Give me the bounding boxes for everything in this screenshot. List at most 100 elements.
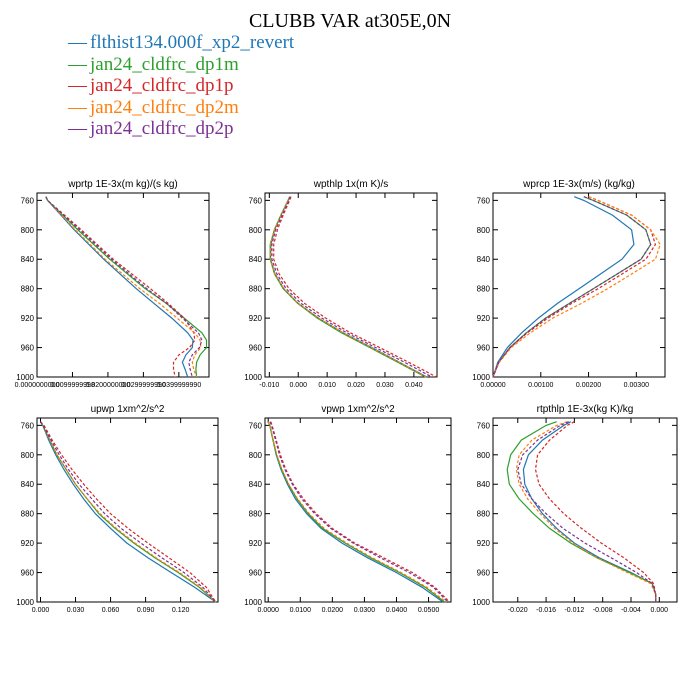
x-tick-label: 0.000 xyxy=(32,607,50,614)
y-tick-label: 880 xyxy=(249,285,263,294)
y-tick-label: 840 xyxy=(477,480,491,489)
legend-label: jan24_cldfrc_dp1p xyxy=(90,75,234,96)
plot-frame xyxy=(492,417,678,603)
y-tick-label: 840 xyxy=(249,255,263,264)
series-line xyxy=(269,196,427,378)
x-tick-label: -0.020 xyxy=(508,607,528,614)
y-tick-label: 920 xyxy=(249,539,263,548)
y-tick-label: 1000 xyxy=(16,373,34,382)
x-tick-label: 0.0000000000 xyxy=(15,382,60,389)
chart-panel: wprtp 1E-3x(m kg)/(s kg) 760 800 840 880 920 9… xyxy=(15,179,210,389)
y-tick-label: 920 xyxy=(21,539,35,548)
x-tick-label: 0.00200 xyxy=(576,382,601,389)
x-tick-label: 0.0200000000 xyxy=(86,382,131,389)
x-tick-label: 0.0399999990 xyxy=(156,382,201,389)
y-tick-label: 920 xyxy=(477,314,491,323)
y-tick-label: 760 xyxy=(21,196,35,205)
x-tick-label: 0.030 xyxy=(376,382,394,389)
y-tick-label: 960 xyxy=(21,344,35,353)
legend-item: — jan24_cldfrc_dp1p xyxy=(68,75,294,97)
x-tick-label: 0.00100 xyxy=(528,382,553,389)
chart-title: upwp 1xm^2/s^2 xyxy=(91,404,165,415)
x-tick-label: 0.010 xyxy=(318,382,336,389)
x-tick-label: 0.040 xyxy=(405,382,423,389)
x-tick-label: 0.0200 xyxy=(322,607,344,614)
y-tick-label: 1000 xyxy=(472,598,490,607)
x-tick-label: -0.016 xyxy=(536,607,556,614)
x-tick-label: 0.0100 xyxy=(290,607,312,614)
legend-line-icon: — xyxy=(68,75,87,96)
y-tick-label: 800 xyxy=(477,451,491,460)
legend-line-icon: — xyxy=(68,53,87,75)
x-tick-label: 0.000 xyxy=(651,607,669,614)
chart-title: rtpthlp 1E-3x(kg K)/kg xyxy=(537,404,634,415)
series-line xyxy=(492,196,661,378)
y-tick-label: 760 xyxy=(249,421,263,430)
y-tick-label: 760 xyxy=(477,196,491,205)
y-tick-label: 840 xyxy=(249,480,263,489)
x-tick-label: 0.120 xyxy=(172,607,190,614)
series-line xyxy=(45,196,202,378)
series-line xyxy=(45,196,208,378)
legend-label: jan24_cldfrc_dp2m xyxy=(90,96,239,118)
y-tick-label: 960 xyxy=(249,344,263,353)
series-line xyxy=(492,196,652,378)
legend-label: jan24_cldfrc_dp1m xyxy=(90,53,239,75)
series-line xyxy=(515,421,657,602)
chart-panel: wprcp 1E-3x(m/s) (kg/kg) 760 800 840 880 920 9… xyxy=(472,179,666,389)
legend-line-icon: — xyxy=(68,96,87,118)
plot-frame xyxy=(264,417,452,603)
y-tick-label: 800 xyxy=(477,226,491,235)
series-line xyxy=(534,421,657,602)
x-tick-label: 0.030 xyxy=(67,607,85,614)
series-line xyxy=(273,196,437,378)
plot-frame xyxy=(492,192,666,378)
legend-item: — jan24_cldfrc_dp2p xyxy=(68,118,294,140)
figure-title: CLUBB VAR at305E,0N xyxy=(248,10,452,32)
y-tick-label: 960 xyxy=(477,344,491,353)
legend-line-icon: — xyxy=(68,32,87,53)
series-line xyxy=(506,421,657,602)
series-line xyxy=(270,421,450,603)
x-tick-label: 0.0400 xyxy=(386,607,408,614)
y-tick-label: 760 xyxy=(477,421,491,430)
y-tick-label: 880 xyxy=(477,285,491,294)
y-tick-label: 800 xyxy=(249,451,263,460)
legend-label: flthist134.000f_xp2_revert xyxy=(90,32,295,53)
y-tick-label: 960 xyxy=(477,569,491,578)
plot-frame xyxy=(36,192,210,378)
series-line xyxy=(267,421,445,603)
y-tick-label: 880 xyxy=(249,510,263,519)
series-line xyxy=(492,196,635,378)
x-tick-label: 0.00300 xyxy=(624,382,649,389)
y-tick-label: 880 xyxy=(21,285,35,294)
series-line xyxy=(271,196,433,378)
chart-panel: rtpthlp 1E-3x(kg K)/kg 760 800 840 880 920 960… xyxy=(472,404,678,614)
x-tick-label: -0.010 xyxy=(259,382,279,389)
legend-line-icon: — xyxy=(68,118,87,139)
y-tick-label: 960 xyxy=(21,569,35,578)
chart-title: wprtp 1E-3x(m kg)/(s kg) xyxy=(67,179,177,190)
chart-panel: upwp 1xm^2/s^2 760 800 840 880 920 960 10000.00… xyxy=(16,404,219,614)
series-line xyxy=(39,421,217,603)
x-tick-label: -0.008 xyxy=(593,607,613,614)
series-line xyxy=(517,421,657,602)
x-tick-label: 0.020 xyxy=(347,382,365,389)
y-tick-label: 920 xyxy=(249,314,263,323)
y-tick-label: 840 xyxy=(477,255,491,264)
y-tick-label: 920 xyxy=(477,539,491,548)
y-tick-label: 1000 xyxy=(244,598,262,607)
y-tick-label: 800 xyxy=(249,226,263,235)
x-tick-label: 0.0500 xyxy=(418,607,440,614)
x-tick-label: 0.0000 xyxy=(257,607,279,614)
series-line xyxy=(267,421,447,603)
series-line xyxy=(492,196,657,378)
series-line xyxy=(39,421,217,603)
y-tick-label: 880 xyxy=(477,510,491,519)
y-tick-label: 1000 xyxy=(16,598,34,607)
series-line xyxy=(269,196,426,378)
chart-title: wprcp 1E-3x(m/s) (kg/kg) xyxy=(522,179,635,190)
plot-frame xyxy=(264,192,438,378)
y-tick-label: 920 xyxy=(21,314,35,323)
